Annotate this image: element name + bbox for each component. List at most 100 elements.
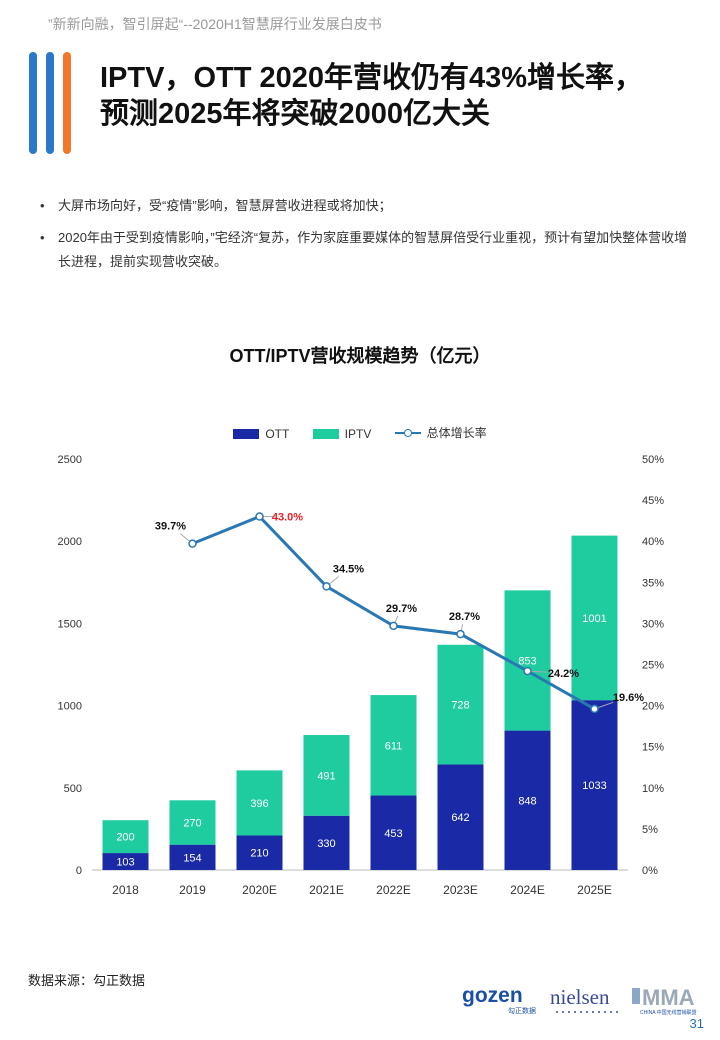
growth-point — [456, 629, 465, 639]
x-tick-label: 2024E — [510, 883, 545, 897]
bar-iptv — [437, 644, 484, 765]
header-note: ”新新向融，智引屏起“--2020H1智慧屏行业发展白皮书 — [48, 16, 382, 32]
growth-point — [523, 666, 532, 676]
bar-label-iptv: 491 — [317, 770, 335, 782]
x-tick-label: 2022E — [376, 883, 411, 897]
bar-label-iptv: 611 — [385, 740, 403, 752]
y-left-tick-label: 0 — [76, 865, 82, 877]
data-source: 数据来源：勾正数据 — [28, 973, 146, 988]
legend-label-growth: 总体增长率 — [426, 426, 487, 440]
bar-ott — [504, 730, 551, 870]
growth-label: 29.7% — [386, 603, 417, 615]
bar-label-ott: 330 — [317, 838, 335, 850]
growth-point — [322, 582, 331, 591]
bar-iptv — [169, 800, 216, 845]
y-left-tick-label: 2000 — [58, 536, 82, 548]
y-right-tick-label: 15% — [642, 742, 664, 754]
bullet-list: 大屏市场向好，受“疫情”影响，智慧屏营收进程或将加快； 2020年由于受到疫情影… — [40, 194, 690, 282]
bar-label-iptv: 270 — [183, 817, 201, 829]
y-right-tick-label: 30% — [642, 618, 664, 630]
bar-label-iptv: 396 — [250, 798, 268, 810]
bar-label-ott: 103 — [116, 857, 134, 869]
y-left-tick-label: 500 — [64, 783, 82, 795]
decorative-bars-icon — [29, 52, 71, 154]
y-right-tick-label: 20% — [642, 701, 664, 713]
bar-ott — [169, 844, 216, 870]
legend-swatch-growth — [394, 427, 421, 439]
page-title-line-1: IPTV，OTT 2020年营收仍有43%增长率， — [100, 62, 644, 94]
legend-label-ott: OTT — [265, 426, 290, 441]
bar-ott — [102, 853, 149, 870]
bullet-item: 大屏市场向好，受“疫情”影响，智慧屏营收进程或将加快； — [40, 194, 690, 218]
y-right-tick-label: 5% — [642, 824, 658, 836]
bar-label-ott: 210 — [250, 848, 268, 860]
bar-label-iptv: 200 — [116, 832, 134, 844]
page-title: IPTV，OTT 2020年营收仍有43%增长率， 预测2025年将突破2000… — [100, 60, 643, 132]
bar-ott — [370, 795, 417, 870]
legend-item-growth: 总体增长率 — [394, 424, 487, 441]
bar-label-iptv: 728 — [451, 700, 469, 712]
y-right-tick-label: 50% — [642, 454, 664, 466]
bar-iptv — [303, 735, 350, 816]
gozen-logo-sub: 勾正数据 — [508, 1006, 536, 1015]
x-tick-label: 2023E — [443, 883, 478, 897]
growth-label: 39.7% — [155, 521, 186, 533]
bar-label-ott: 642 — [451, 812, 469, 824]
y-right-tick-label: 0% — [642, 865, 658, 877]
gozen-logo: gozen — [462, 984, 523, 1007]
growth-point — [389, 621, 398, 631]
growth-label: 24.2% — [548, 668, 579, 680]
bar-iptv — [504, 590, 551, 731]
growth-label: 34.5% — [333, 563, 364, 575]
x-tick-label: 2018 — [112, 883, 139, 897]
x-tick-label: 2025E — [577, 883, 612, 897]
y-left-tick-label: 2500 — [58, 454, 82, 466]
legend-swatch-iptv — [312, 428, 339, 439]
y-right-tick-label: 45% — [642, 495, 664, 507]
x-tick-label: 2021E — [309, 883, 344, 897]
page-title-line-2: 预测2025年将突破2000亿大关 — [100, 98, 491, 130]
legend-item-ott: OTT — [233, 427, 289, 441]
chart-legend: OTT IPTV 总体增长率 — [0, 424, 720, 442]
bullet-item: 2020年由于受到疫情影响，”宅经济“复苏，作为家庭重要媒体的智慧屏倍受行业重视… — [40, 226, 690, 274]
y-left-tick-label: 1000 — [58, 701, 82, 713]
y-right-tick-label: 10% — [642, 783, 664, 795]
bar-label-iptv: 1001 — [582, 613, 606, 625]
mma-logo-mark-icon — [632, 988, 640, 1004]
bar-ott — [571, 700, 618, 870]
growth-point — [590, 704, 599, 714]
bar-iptv — [370, 695, 417, 796]
page-number: 31 — [689, 1016, 704, 1031]
x-tick-label: 2020E — [242, 883, 277, 897]
mma-logo-sub: CHINA 中国无线营销联盟 — [640, 1009, 697, 1016]
legend-swatch-ott — [233, 428, 260, 439]
growth-label: 19.6% — [613, 692, 644, 704]
legend-item-iptv: IPTV — [312, 426, 372, 441]
chart-title: OTT/IPTV营收规模趋势（亿元） — [229, 346, 491, 366]
bar-ott — [236, 835, 283, 870]
growth-label: 43.0% — [272, 512, 303, 524]
mma-logo: MMA — [642, 985, 695, 1010]
growth-point — [255, 512, 264, 521]
bar-label-ott: 154 — [183, 852, 201, 864]
y-left-tick-label: 1500 — [58, 618, 82, 630]
growth-point — [188, 539, 197, 548]
y-right-tick-label: 40% — [642, 536, 664, 548]
bar-ott — [437, 764, 484, 870]
y-right-tick-label: 25% — [642, 660, 664, 672]
growth-label: 28.7% — [449, 611, 480, 623]
bar-label-ott: 1033 — [582, 780, 606, 792]
bar-iptv — [236, 770, 283, 836]
bar-label-iptv: 853 — [518, 655, 536, 667]
bar-ott — [303, 815, 350, 870]
logo-row: gozen 勾正数据 nielsen MMA CHINA 中国无线营销联盟 — [462, 984, 697, 1016]
nielsen-logo: nielsen — [550, 985, 610, 1009]
x-tick-label: 2019 — [179, 883, 206, 897]
revenue-chart: 0 500 1000 1500 2000 2500 0% 5% 10% 15% 20% 25% 30% 3… — [58, 454, 665, 897]
y-right-tick-label: 35% — [642, 577, 664, 589]
bar-iptv — [102, 820, 149, 854]
legend-label-iptv: IPTV — [344, 426, 372, 441]
bar-label-ott: 848 — [518, 795, 536, 807]
nielsen-dots-icon — [556, 1011, 618, 1013]
bar-label-ott: 453 — [384, 828, 402, 840]
